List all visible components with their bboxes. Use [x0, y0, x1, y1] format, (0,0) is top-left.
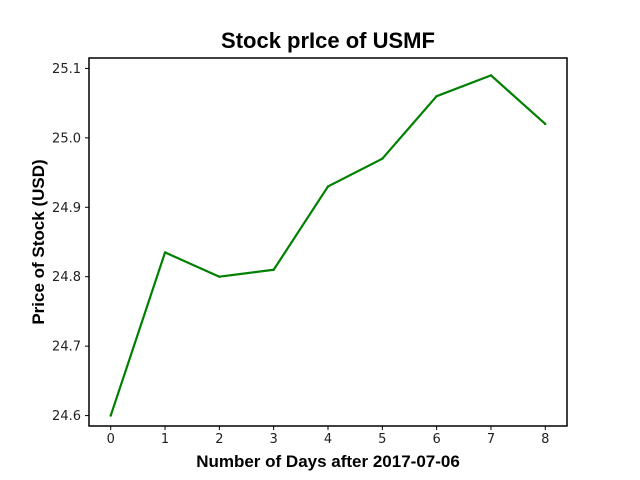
y-tick-label: 25.1 — [52, 62, 81, 77]
x-tick-label: 6 — [432, 432, 440, 447]
data-point — [381, 157, 384, 160]
y-axis-label: Price of Stock (USD) — [29, 159, 48, 324]
x-axis: 0 1 2 3 4 5 6 7 8 — [107, 426, 549, 447]
x-tick-label: 2 — [215, 432, 223, 447]
data-point — [163, 251, 167, 254]
data-point — [544, 122, 547, 126]
x-tick-label: 7 — [487, 432, 495, 447]
y-tick-label: 25.0 — [52, 131, 81, 146]
data-point — [218, 275, 221, 278]
plot-frame — [88, 57, 568, 427]
x-tick-label: 1 — [161, 432, 169, 447]
x-axis-label: Number of Days after 2017-07-06 — [196, 452, 460, 471]
chart-title: Stock prIce of USMF — [221, 28, 435, 53]
series-line-0 — [109, 74, 547, 416]
x-tick-label: 5 — [378, 432, 386, 447]
x-tick-label: 4 — [324, 432, 332, 447]
data-point — [272, 268, 275, 271]
y-tick-label: 24.7 — [52, 340, 81, 355]
x-tick-label: 3 — [270, 432, 278, 447]
y-tick-label: 24.8 — [52, 270, 81, 285]
data-point — [109, 414, 112, 417]
series-layer — [109, 74, 547, 417]
data-point — [326, 185, 330, 188]
data-point — [489, 74, 493, 77]
y-axis: 24.6 24.7 24.8 24.9 25.0 25.1 — [52, 62, 89, 424]
x-tick-label: 8 — [541, 432, 549, 447]
y-tick-label: 24.9 — [52, 201, 81, 216]
data-point — [435, 94, 438, 98]
x-tick-label: 0 — [107, 432, 115, 447]
y-tick-label: 24.6 — [52, 409, 81, 424]
